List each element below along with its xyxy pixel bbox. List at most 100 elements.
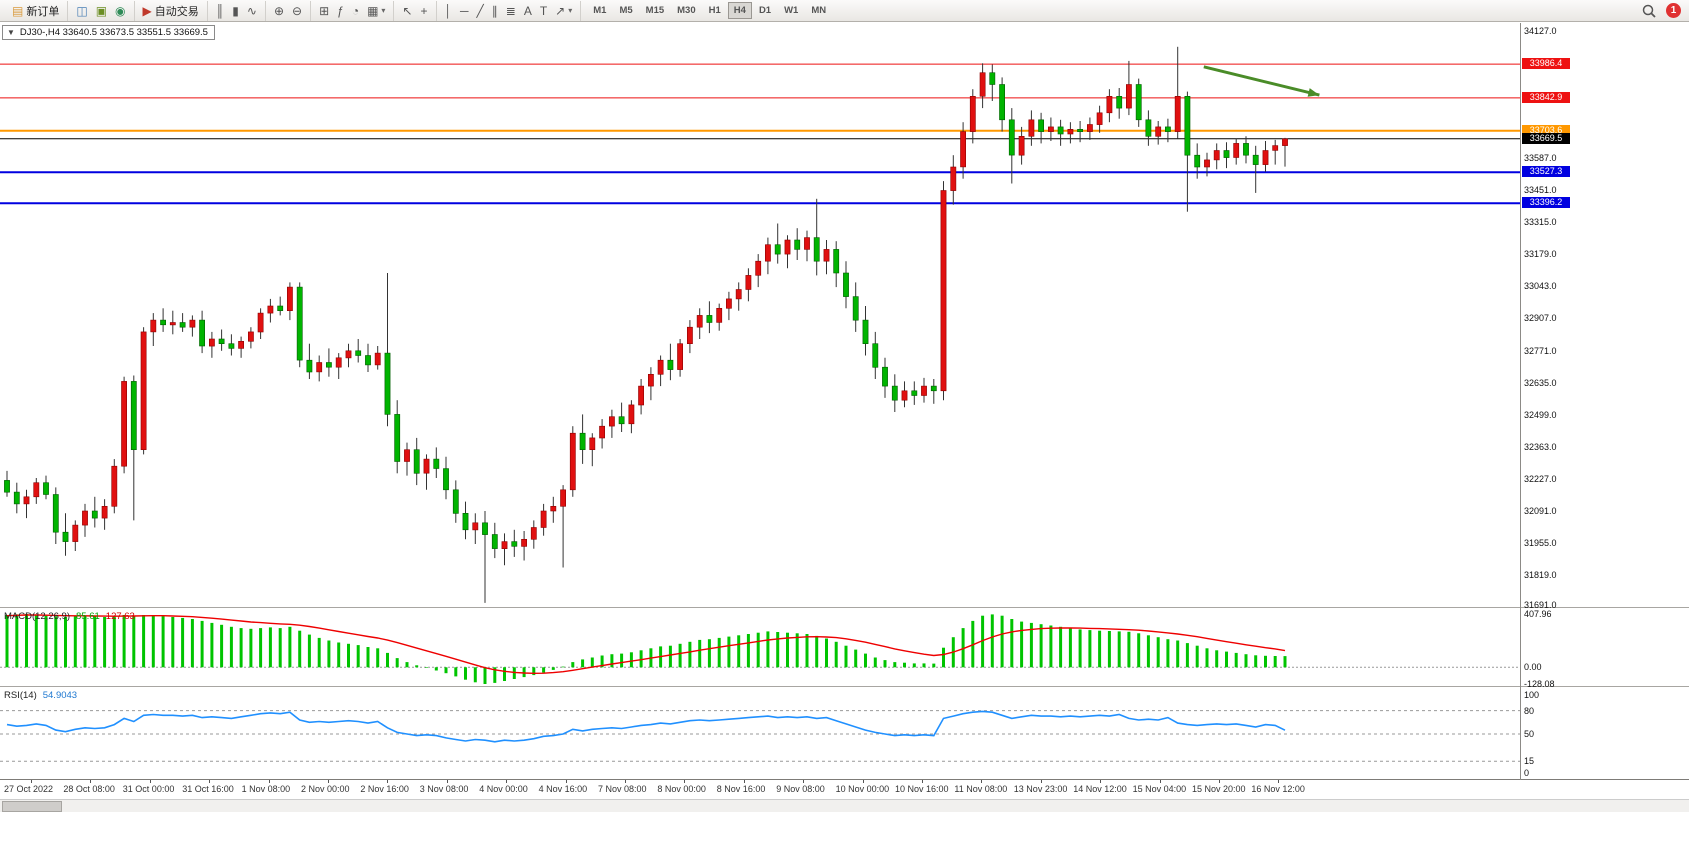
candle-body: [101, 505, 108, 519]
horizontal-scrollbar[interactable]: [0, 799, 1689, 812]
time-axis-label: 11 Nov 08:00: [954, 784, 1008, 794]
time-axis-label: 31 Oct 16:00: [182, 784, 234, 794]
timeframe-m15[interactable]: M15: [640, 2, 670, 19]
time-axis-tick: [328, 780, 329, 783]
price-level-badge: 33527.3: [1522, 166, 1570, 178]
timeframe-w1[interactable]: W1: [778, 2, 804, 19]
time-axis: 27 Oct 2022 28 Oct 08:00 31 Oct 00:00 31 Oc…: [0, 780, 1520, 798]
candle-body: [667, 359, 674, 370]
crosshair-button[interactable]: +: [416, 2, 431, 20]
timeframe-m30[interactable]: M30: [671, 2, 701, 19]
rsi-chart[interactable]: [0, 687, 1520, 779]
rsi-axis-label: 80: [1524, 705, 1535, 716]
candle-body: [891, 385, 898, 401]
candle-body: [638, 385, 644, 406]
candle-body: [764, 244, 771, 262]
macd-chart[interactable]: [0, 608, 1520, 686]
time-axis-label: 8 Nov 00:00: [657, 784, 706, 794]
arrows-icon: ↗: [555, 3, 566, 18]
price-axis-label: 31819.0: [1524, 569, 1557, 580]
time-axis-label: 2 Nov 00:00: [301, 784, 350, 794]
arrows-button[interactable]: ↗ ▾: [551, 2, 576, 20]
candle-body: [62, 531, 69, 542]
tile-windows-button[interactable]: ⊞: [315, 2, 333, 20]
rsi-header: RSI(14) 54.9043: [4, 690, 77, 701]
toolbar-right: 1: [1642, 3, 1681, 18]
time-axis-label: 14 Nov 12:00: [1073, 784, 1127, 794]
fibonacci-button[interactable]: ≣: [502, 2, 520, 20]
pane-separator[interactable]: [0, 686, 1689, 687]
macd-signal-value: 127.63: [105, 611, 135, 622]
candle-body: [716, 307, 723, 323]
candle-body: [882, 366, 888, 387]
period-clock-button[interactable]: ◔: [348, 2, 363, 20]
text-button[interactable]: A: [520, 2, 536, 20]
candle-body: [950, 166, 957, 191]
timeframe-d1[interactable]: D1: [753, 2, 777, 19]
price-axis-label: 33451.0: [1524, 185, 1557, 196]
candlestick-chart-button[interactable]: ▮: [228, 2, 243, 20]
candle-body: [374, 352, 381, 366]
zoom-out-button[interactable]: ⊖: [288, 2, 306, 20]
candle-body: [960, 131, 966, 168]
timeframe-h1[interactable]: H1: [703, 2, 727, 19]
bar-chart-button[interactable]: ║: [212, 2, 229, 20]
trend-arrow-annotation[interactable]: [1203, 65, 1320, 97]
trendline-button[interactable]: ╱: [473, 2, 488, 20]
time-axis-label: 4 Nov 16:00: [538, 784, 588, 794]
candle-body: [579, 432, 586, 451]
candle-body: [686, 326, 693, 345]
candle-body: [491, 534, 498, 549]
candle-body: [1067, 129, 1074, 135]
price-chart[interactable]: [0, 23, 1520, 607]
candle-body: [1243, 143, 1249, 156]
fibonacci-icon: ≣: [505, 3, 516, 18]
vertical-line-button[interactable]: │: [441, 2, 457, 20]
timeframe-h4[interactable]: H4: [727, 2, 752, 19]
indicators-button[interactable]: ƒ: [333, 2, 348, 20]
time-axis-label: 10 Nov 16:00: [895, 784, 949, 794]
candle-body: [140, 331, 147, 450]
rsi-pane[interactable]: RSI(14) 54.9043: [0, 687, 1520, 779]
zoom-in-button[interactable]: ⊕: [270, 2, 288, 20]
new-order-button[interactable]: ▤ 新订单: [8, 2, 63, 20]
cursor-button[interactable]: ↖: [398, 2, 416, 20]
time-axis-tick: [684, 780, 686, 783]
horizontal-line-button[interactable]: ─: [456, 2, 473, 20]
time-axis-tick: [743, 780, 745, 783]
search-icon[interactable]: [1642, 4, 1656, 18]
notification-badge[interactable]: 1: [1666, 3, 1681, 18]
candle-body: [1077, 129, 1083, 133]
candle-body: [706, 315, 713, 323]
data-window-button[interactable]: ▣: [92, 2, 111, 20]
macd-pane[interactable]: MACD(12,26,9) 85.61 127.63: [0, 608, 1520, 686]
channel-icon: ∥: [491, 3, 498, 18]
candle-body: [111, 465, 118, 507]
timeframe-m5[interactable]: M5: [613, 2, 638, 19]
alerts-button[interactable]: ◉: [111, 2, 129, 20]
line-chart-button[interactable]: ∿: [243, 2, 261, 20]
candle-body: [1262, 150, 1269, 165]
time-axis-tick: [981, 780, 983, 783]
cursor-group: ↖ +: [394, 0, 437, 21]
pane-separator[interactable]: [0, 607, 1689, 608]
price-pane[interactable]: ▼ DJ30-,H4 33640.5 33673.5 33551.5 33669…: [0, 23, 1520, 607]
dropdown-arrow-icon: ▾: [381, 6, 386, 15]
candle-body: [335, 357, 342, 368]
rsi-title: RSI(14): [4, 690, 37, 701]
auto-trading-button[interactable]: ▶ 自动交易: [139, 2, 203, 20]
templates-button[interactable]: ▦ ▾: [363, 2, 389, 20]
candle-body: [130, 381, 137, 450]
market-watch-button[interactable]: ◫: [72, 2, 91, 20]
candle-body: [872, 343, 879, 368]
channel-button[interactable]: ∥: [488, 2, 502, 20]
indicators-icon: ƒ: [337, 3, 344, 18]
timeframe-m1[interactable]: M1: [587, 2, 612, 19]
trendline-icon: ╱: [476, 3, 484, 18]
candle-body: [248, 331, 254, 342]
one-click-toggle-icon[interactable]: ▼: [7, 28, 15, 37]
timeframe-mn[interactable]: MN: [805, 2, 832, 19]
scrollbar-thumb[interactable]: [2, 801, 62, 812]
label-button[interactable]: T: [536, 2, 551, 20]
candle-body: [794, 239, 801, 250]
